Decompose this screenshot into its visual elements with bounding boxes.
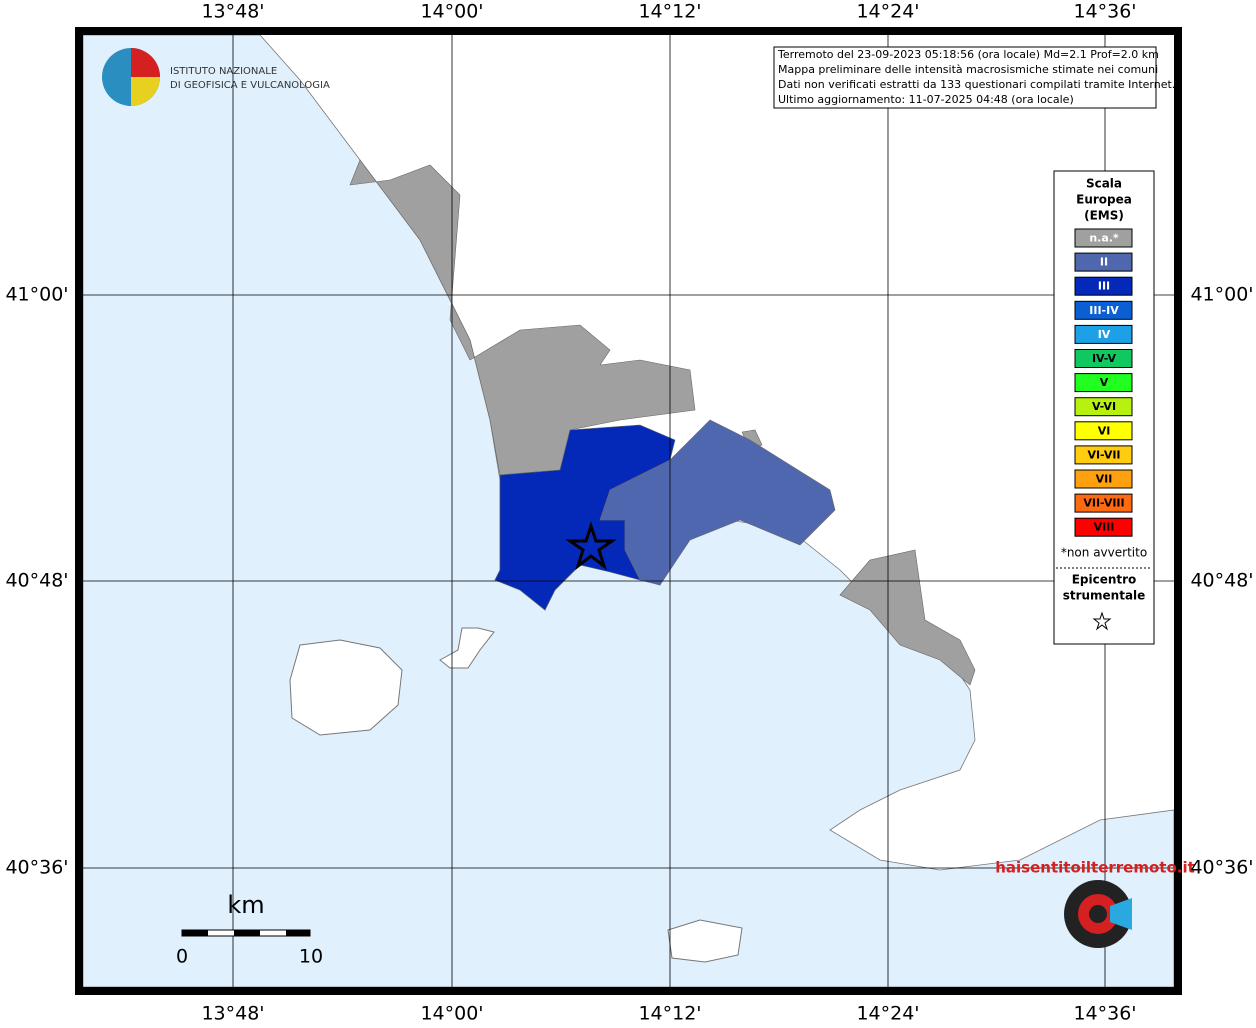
scale-bar-segment [286, 930, 310, 936]
scale-bar: km 0 10 [176, 891, 323, 968]
y-tick-label: 41°00' [5, 284, 68, 306]
info-line: Mappa preliminare delle intensità macros… [778, 63, 1158, 76]
epicenter-star [565, 521, 617, 571]
info-line: Dati non verificati estratti da 133 ques… [778, 78, 1175, 91]
scale-label: 10 [299, 946, 323, 968]
legend-label: VI-VII [1087, 448, 1120, 461]
legend-title: Scala [1086, 177, 1122, 191]
logo-segment [131, 77, 160, 106]
site-logo-speaker [1110, 898, 1132, 930]
legend-swatch [1074, 421, 1133, 441]
info-line: Terremoto del 23-09-2023 05:18:56 (ora l… [777, 48, 1159, 61]
x-tick-label: 14°36' [1073, 1, 1136, 23]
x-tick-label: 14°12' [638, 1, 701, 23]
ingv-logo: ISTITUTO NAZIONALE DI GEOFISICA E VULCAN… [102, 48, 330, 106]
capri [667, 919, 743, 963]
legend-swatch [1074, 252, 1133, 272]
legend-label: VI [1098, 424, 1111, 437]
intensity-area [349, 159, 696, 476]
x-tick-label: 14°12' [638, 1003, 701, 1025]
legend-star [1092, 611, 1112, 631]
x-tick-label: 14°00' [420, 1, 483, 23]
legend-swatch [1074, 397, 1133, 417]
y-tick-label: 40°48' [1190, 570, 1253, 592]
site-logo: haisentitoilterremoto.it [995, 859, 1195, 948]
legend-swatch [1074, 517, 1133, 537]
scale-bar-segment [234, 930, 260, 936]
logo-text: DI GEOFISICA E VULCANOLOGIA [170, 80, 330, 91]
x-tick-label: 14°24' [856, 1, 919, 23]
site-logo-circle [1089, 905, 1107, 923]
legend-label: II [1100, 256, 1108, 269]
x-tick-label: 14°00' [420, 1003, 483, 1025]
x-tick-label: 14°24' [856, 1003, 919, 1025]
intensity-area [839, 549, 976, 686]
legend-note: *non avvertito [1061, 546, 1147, 560]
scale-bar-segment [182, 930, 208, 936]
legend-swatch [1074, 469, 1133, 489]
info-box [773, 46, 1157, 109]
legend-epicenter: Epicentro [1072, 573, 1137, 587]
legend-swatch [1074, 349, 1133, 368]
legend-swatch [1074, 300, 1133, 320]
legend-label: n.a.* [1089, 232, 1119, 245]
legend-swatch [1074, 228, 1133, 248]
legend-epicenter: strumentale [1063, 589, 1146, 603]
scale-label: 0 [176, 946, 188, 968]
y-tick-label: 41°00' [1190, 284, 1253, 306]
logo-text: ISTITUTO NAZIONALE [170, 66, 277, 77]
intensity-area [599, 419, 836, 586]
info-line: Ultimo aggiornamento: 11-07-2025 04:48 (… [778, 93, 1074, 106]
legend-title: Europea [1076, 193, 1132, 207]
ischia [289, 639, 403, 736]
y-tick-label: 40°36' [1190, 857, 1253, 879]
legend-label: VII-VIII [1083, 497, 1124, 510]
legend-label: V [1100, 376, 1109, 389]
legend-swatch [1074, 493, 1133, 513]
y-tick-label: 40°36' [5, 857, 68, 879]
x-tick-label: 13°48' [201, 1003, 264, 1025]
x-tick-label: 14°36' [1073, 1003, 1136, 1025]
legend-swatch [1074, 324, 1133, 344]
legend-swatch [1074, 445, 1133, 465]
legend-label: VIII [1094, 521, 1115, 534]
legend-title: (EMS) [1084, 209, 1124, 223]
map-frame [75, 27, 1182, 995]
x-tick-label: 13°48' [201, 1, 264, 23]
legend-swatch [1074, 276, 1133, 296]
logo-segment [131, 48, 160, 77]
legend-label: IV-V [1092, 352, 1117, 365]
legend-label: IV [1098, 328, 1111, 341]
legend-label: III-IV [1089, 304, 1119, 317]
legend-label: III [1098, 280, 1110, 293]
site-url: haisentitoilterremoto.it [995, 859, 1195, 877]
intensity-areas [349, 159, 976, 686]
legend-swatch [1074, 373, 1133, 393]
procida [439, 627, 495, 669]
legend-label: VII [1096, 473, 1113, 486]
legend-label: V-VI [1092, 400, 1116, 413]
y-tick-label: 40°48' [5, 570, 68, 592]
scale-unit: km [227, 891, 264, 919]
